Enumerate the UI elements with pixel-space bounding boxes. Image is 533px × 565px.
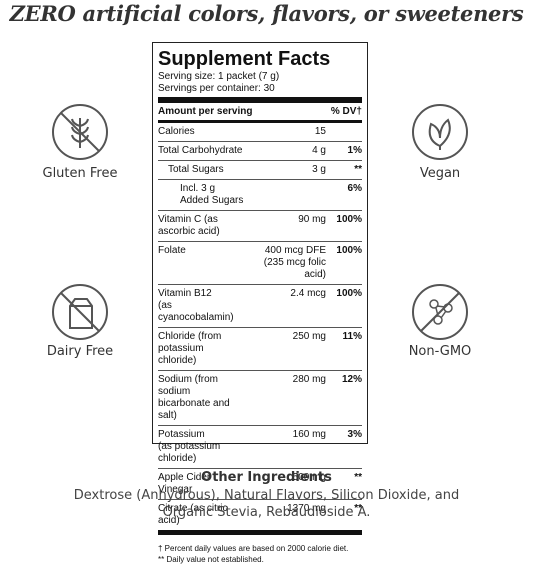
icon-label: Vegan bbox=[419, 166, 461, 181]
amount: 3 g bbox=[246, 164, 332, 176]
facts-rows: Calories 15 Total Carbohydrate 4 g 1% Total S… bbox=[158, 123, 362, 535]
divider bbox=[158, 97, 362, 103]
headline: ZERO artificial colors, flavors, or swee… bbox=[9, 1, 524, 26]
amount-line: 4 g bbox=[312, 145, 326, 156]
daily-value: 3% bbox=[347, 429, 362, 440]
non-gmo-icon bbox=[412, 284, 468, 340]
name-line: Potassium bbox=[158, 429, 205, 440]
servings-per-container: Servings per container: 30 bbox=[158, 83, 275, 94]
nutrient-name: Apple Cider Vinegar bbox=[158, 472, 246, 496]
amount-line: 1370 mg bbox=[287, 503, 326, 514]
facts-row: Calories 15 bbox=[158, 123, 362, 142]
amount-line: 90 mg bbox=[298, 214, 326, 225]
header-cell: % DV† bbox=[330, 106, 362, 117]
facts-row: Incl. 3 g Added Sugars 6% bbox=[158, 180, 362, 211]
daily-value: ** bbox=[354, 472, 362, 483]
other-ingredients-title: Other Ingredients bbox=[201, 470, 332, 485]
facts-row: Vitamin B12 (as cyanocobalamin) 2.4 mcg 100… bbox=[158, 285, 362, 328]
name-line: Chloride (from potassium bbox=[158, 331, 222, 354]
daily-value: ** bbox=[354, 164, 362, 175]
daily-value: 1% bbox=[347, 145, 362, 156]
facts-row: Folate 400 mcg DFE (235 mcg folic acid) 100… bbox=[158, 242, 362, 285]
name-line: Vitamin B12 bbox=[158, 288, 212, 299]
daily-value: ** bbox=[354, 503, 362, 514]
amount-line: 3 g bbox=[312, 164, 326, 175]
facts-row: Apple Cider Vinegar 500 mg ** bbox=[158, 469, 362, 500]
amount-line: 2.4 mcg bbox=[290, 288, 326, 299]
nutrient-name: Vitamin C (as ascorbic acid) bbox=[158, 214, 246, 238]
nutrient-name: Sodium (from sodium bicarbonate and salt) bbox=[158, 374, 246, 422]
amount: 400 mcg DFE (235 mcg folic acid) bbox=[246, 245, 332, 281]
name-line: Total Sugars bbox=[168, 164, 224, 175]
name-line: bicarbonate and salt) bbox=[158, 398, 230, 421]
facts-row: Vitamin C (as ascorbic acid) 90 mg 100% bbox=[158, 211, 362, 242]
nutrient-name: Calories bbox=[158, 126, 246, 138]
nutrient-name: Vitamin B12 (as cyanocobalamin) bbox=[158, 288, 246, 324]
amount: 500 mg bbox=[246, 472, 332, 496]
facts-title: Supplement Facts bbox=[158, 48, 331, 70]
amount-line: 400 mcg DFE bbox=[264, 245, 326, 256]
nutrient-name: Chloride (from potassium chloride) bbox=[158, 331, 246, 367]
facts-row: Total Carbohydrate 4 g 1% bbox=[158, 142, 362, 161]
icon-label: Non-GMO bbox=[408, 344, 472, 359]
name-line: Apple Cider Vinegar bbox=[158, 472, 211, 495]
amount: 2.4 mcg bbox=[246, 288, 332, 324]
daily-value bbox=[332, 126, 362, 138]
amount: 1370 mg bbox=[246, 503, 332, 527]
nutrient-name: Potassium (as potassium chloride) bbox=[158, 429, 246, 465]
amount: 4 g bbox=[246, 145, 332, 157]
amount-line: 15 bbox=[314, 126, 326, 137]
daily-value: 12% bbox=[341, 374, 362, 385]
daily-value: 11% bbox=[342, 331, 362, 342]
table-header: Amount per serving % DV† bbox=[158, 103, 362, 123]
header-cell: Amount per serving bbox=[158, 106, 253, 117]
other-ingredients-text: Organic Stevia, Rebaudioside A. bbox=[162, 505, 371, 520]
amount-line: 250 mg bbox=[292, 331, 326, 342]
amount-line: 500 mg bbox=[292, 472, 326, 483]
name-line: Incl. 3 g Added Sugars bbox=[180, 183, 244, 206]
footnote: ** Daily value not established. bbox=[158, 555, 264, 564]
name-line: (as cyanocobalamin) bbox=[158, 300, 234, 323]
amount: 15 bbox=[246, 126, 332, 138]
name-line: chloride) bbox=[158, 355, 197, 366]
nutrient-name: Citrate (as citric acid) bbox=[158, 503, 246, 527]
amount: 160 mg bbox=[246, 429, 332, 465]
facts-row: Sodium (from sodium bicarbonate and salt)… bbox=[158, 371, 362, 426]
nutrient-name: Folate bbox=[158, 245, 246, 281]
serving-size: Serving size: 1 packet (7 g) bbox=[158, 71, 280, 82]
name-line: Total Carbohydrate bbox=[158, 145, 243, 156]
daily-value: 100% bbox=[336, 214, 362, 225]
vegan-icon bbox=[412, 104, 468, 160]
nutrient-name: Total Sugars bbox=[158, 164, 246, 176]
name-line: Calories bbox=[158, 126, 195, 137]
amount-line: (235 mcg folic acid) bbox=[263, 257, 326, 280]
name-line: Vitamin C (as ascorbic acid) bbox=[158, 214, 220, 237]
nutrient-name: Incl. 3 g Added Sugars bbox=[158, 183, 246, 207]
nutrient-name: Total Carbohydrate bbox=[158, 145, 246, 157]
amount: 90 mg bbox=[246, 214, 332, 238]
supplement-facts: Supplement Facts Serving size: 1 packet … bbox=[152, 42, 368, 564]
gluten-free-icon bbox=[52, 104, 108, 160]
icon-label: Gluten Free bbox=[42, 166, 118, 181]
other-ingredients-text: Dextrose (Anhydrous), Natural Flavors, S… bbox=[73, 488, 460, 503]
facts-row: Potassium (as potassium chloride) 160 mg 3% bbox=[158, 426, 362, 469]
amount: 280 mg bbox=[246, 374, 332, 422]
facts-row: Total Sugars 3 g ** bbox=[158, 161, 362, 180]
page: ZERO artificial colors, flavors, or swee… bbox=[9, 1, 524, 564]
dairy-free-icon bbox=[52, 284, 108, 340]
amount-line: 160 mg bbox=[292, 429, 326, 440]
name-line: Folate bbox=[158, 245, 186, 256]
footnote: † Percent daily values are based on 2000… bbox=[158, 544, 349, 553]
daily-value: 6% bbox=[347, 183, 362, 194]
amount-line: 280 mg bbox=[292, 374, 326, 385]
name-line: Sodium (from sodium bbox=[158, 374, 219, 397]
amount bbox=[246, 183, 332, 207]
name-line: (as potassium chloride) bbox=[158, 441, 221, 464]
facts-row: Chloride (from potassium chloride) 250 mg 1… bbox=[158, 328, 362, 371]
amount: 250 mg bbox=[246, 331, 332, 367]
daily-value: 100% bbox=[336, 288, 362, 299]
icon-label: Dairy Free bbox=[46, 344, 114, 359]
daily-value: 100% bbox=[336, 245, 362, 256]
name-line: Citrate (as citric acid) bbox=[158, 503, 228, 526]
